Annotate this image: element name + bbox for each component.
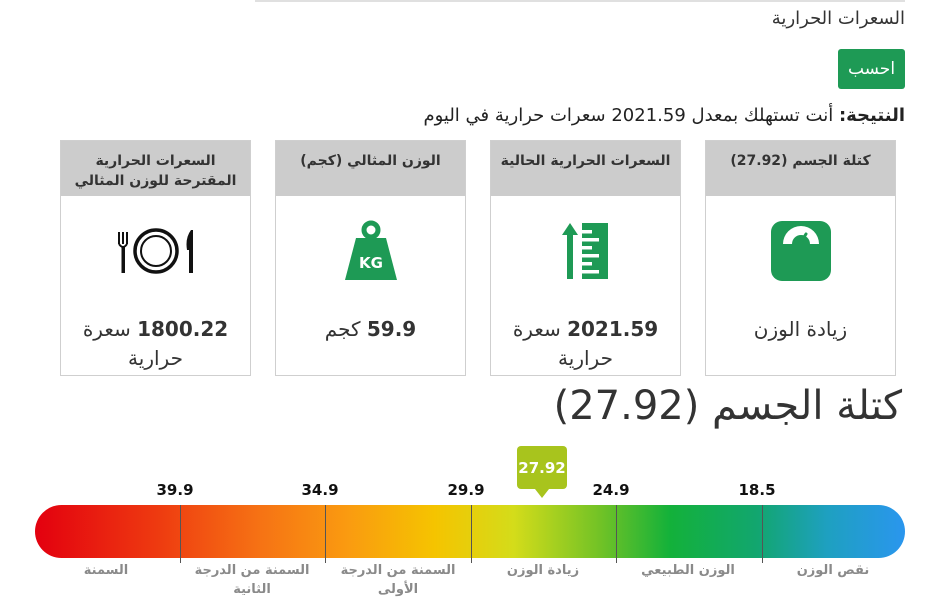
plate-cutlery-icon bbox=[117, 228, 193, 274]
ideal-weight-value: 59.9 كجم bbox=[324, 317, 417, 341]
category-obesity-class-1: السمنة من الدرجة الأولى bbox=[340, 563, 456, 597]
result-text: أنت تستهلك بمعدل 2021.59 سعرات حرارية في… bbox=[423, 105, 834, 126]
ideal-weight-title: الوزن المثالي (كجم) bbox=[276, 141, 465, 196]
bmi-marker-arrow bbox=[535, 489, 549, 498]
suggested-calories-card: السعرات الحرارية المقترحة للوزن المثالي … bbox=[60, 140, 251, 376]
current-calories-title: السعرات الحرارية الحالية bbox=[491, 141, 680, 196]
scale-divider bbox=[180, 505, 181, 563]
tick-18-5: 18.5 bbox=[738, 481, 776, 499]
bmi-marker: 27.92 bbox=[517, 446, 567, 489]
bmi-card-title: كتلة الجسم (27.92) bbox=[706, 141, 895, 196]
ideal-weight-card: الوزن المثالي (كجم) KG 59.9 كجم bbox=[275, 140, 466, 376]
tick-29-9: 29.9 bbox=[447, 481, 485, 499]
weight-kg-icon: KG bbox=[344, 220, 397, 280]
category-underweight: نقص الوزن bbox=[796, 563, 870, 578]
current-calories-card: السعرات الحرارية الحالية 2021.59 سعرة حر… bbox=[490, 140, 681, 376]
calculate-button[interactable]: احسب bbox=[838, 49, 905, 89]
category-obesity: السمنة bbox=[83, 563, 129, 578]
tick-34-9: 34.9 bbox=[301, 481, 339, 499]
category-obesity-class-2: السمنة من الدرجة الثانية bbox=[194, 563, 310, 597]
scale-divider bbox=[762, 505, 763, 563]
scale-divider bbox=[325, 505, 326, 563]
tick-39-9: 39.9 bbox=[156, 481, 194, 499]
result-line: النتيجة: أنت تستهلك بمعدل 2021.59 سعرات … bbox=[423, 105, 905, 126]
scale-divider bbox=[616, 505, 617, 563]
suggested-calories-title: السعرات الحرارية المقترحة للوزن المثالي bbox=[61, 141, 250, 196]
scale-divider bbox=[471, 505, 472, 563]
calorie-meter-icon bbox=[561, 223, 608, 279]
scale-icon bbox=[770, 221, 831, 281]
svg-text:KG: KG bbox=[359, 254, 383, 272]
suggested-calories-value: 1800.22 سعرة حرارية bbox=[82, 317, 229, 370]
category-overweight: زيادة الوزن bbox=[506, 563, 580, 578]
current-calories-value: 2021.59 سعرة حرارية bbox=[512, 317, 659, 370]
calories-section-label: السعرات الحرارية bbox=[771, 8, 905, 29]
bmi-card: كتلة الجسم (27.92) زيادة الوزن bbox=[705, 140, 896, 376]
tick-24-9: 24.9 bbox=[592, 481, 630, 499]
result-label: النتيجة: bbox=[838, 105, 905, 126]
bmi-scale-bar bbox=[35, 505, 905, 558]
bmi-card-value: زيادة الوزن bbox=[753, 317, 848, 341]
top-divider bbox=[255, 0, 905, 2]
category-normal-weight: الوزن الطبيعي bbox=[641, 563, 735, 578]
bmi-heading: كتلة الجسم (27.92) bbox=[553, 383, 902, 429]
